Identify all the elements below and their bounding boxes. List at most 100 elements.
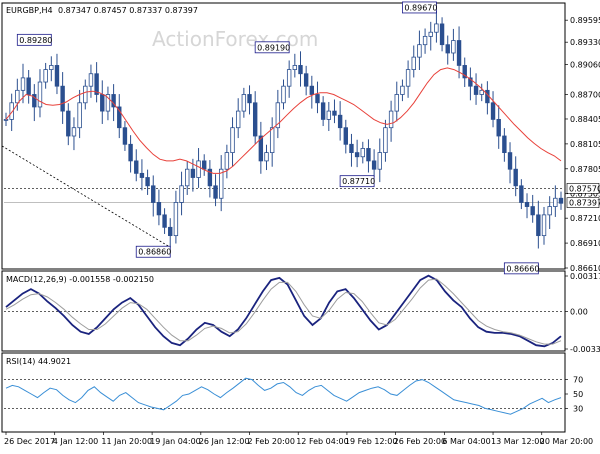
candle-body	[162, 214, 167, 228]
x-axis-label: 20 Mar 20:00	[540, 437, 593, 446]
annotation-label: 0.87710	[342, 177, 375, 186]
candle-body	[179, 185, 184, 203]
price-axis-label: 0.88405	[570, 115, 600, 124]
candle-body	[83, 85, 88, 104]
x-axis-label: 13 Mar 12:00	[491, 437, 544, 446]
candle-body	[213, 185, 218, 199]
header-symbol: EURGBP,H4	[6, 6, 53, 15]
candle-body	[468, 77, 473, 87]
resistance-tag: 0.87570	[569, 184, 600, 193]
annotation-box	[402, 1, 437, 14]
macd-layer	[4, 274, 563, 348]
x-axis-label: 2 Feb 20:00	[248, 437, 295, 446]
candle-body	[502, 135, 507, 154]
price-axis-label: 0.87805	[570, 165, 600, 174]
axis-layer: 0.89595 0.89330 0.89060 0.88700 0.88405 0.881…	[4, 16, 600, 446]
price-axis-label: 0.87210	[570, 214, 600, 223]
candle-body	[15, 89, 20, 104]
annotation-label: 0.86860	[138, 248, 171, 257]
header-ohlc: 0.87347 0.87457 0.87337 0.87397	[58, 6, 198, 15]
price-layer: 0.89280 0.86860 0.89190 0.87710 0.89670 0.866…	[1, 1, 564, 275]
annotation-box	[254, 41, 290, 54]
candle-body	[349, 143, 354, 154]
candle-body	[530, 206, 535, 216]
x-axis-label: 12 Feb 04:00	[296, 437, 348, 446]
candle-body	[541, 214, 547, 237]
candle-body	[354, 152, 360, 158]
candle-body	[258, 135, 264, 162]
price-axis-label: 0.87505	[570, 190, 600, 199]
candle-body	[405, 69, 411, 87]
candle-body	[286, 69, 292, 87]
x-axis-label: 26 Dec 2017	[4, 437, 55, 446]
candle-body	[224, 152, 230, 170]
price-axis-label: 0.88105	[570, 140, 600, 149]
x-axis-label: 11 Jan 20:00	[101, 437, 152, 446]
rsi-axis-label: 30	[573, 404, 583, 413]
x-axis-label: 19 Jan 04:00	[150, 437, 201, 446]
candle-body	[173, 202, 179, 237]
rsi-layer	[4, 377, 563, 415]
candle-body	[428, 31, 433, 37]
candle-body	[332, 110, 337, 116]
rsi-label: RSI(14) 44.9021	[6, 357, 71, 366]
candle-body	[377, 152, 382, 170]
trendline	[1, 145, 171, 248]
candle-body	[547, 206, 552, 216]
candle-body	[252, 102, 258, 137]
candle-body	[434, 23, 439, 33]
candle-body	[202, 160, 207, 170]
annotation-label: 0.86660	[506, 264, 539, 273]
candle-body	[281, 85, 286, 104]
candle-body	[524, 202, 530, 207]
rsi-axis-label: 50	[573, 390, 583, 399]
candle-body	[445, 44, 450, 54]
candle-body	[185, 168, 190, 187]
macd-signal-line	[5, 278, 562, 345]
price-axis-label: 0.89595	[570, 16, 600, 25]
candle-body	[558, 197, 564, 204]
candle-body	[303, 73, 309, 87]
candle-body	[343, 127, 348, 145]
x-axis-label: 26 Feb 20:00	[394, 437, 446, 446]
candle-body	[507, 152, 513, 170]
annotation-label: 0.89280	[19, 36, 52, 45]
price-axis-label: 0.89060	[570, 61, 600, 70]
watermark: ActionForex.com	[152, 27, 318, 51]
current-price-tag-box	[566, 197, 600, 208]
resistance-tag-box	[566, 183, 600, 194]
annotation-box	[339, 175, 375, 188]
candle-body	[207, 168, 213, 187]
candle-body	[88, 73, 94, 87]
candle-body	[496, 118, 501, 137]
annotation-box	[135, 245, 171, 258]
candle-body	[60, 85, 65, 112]
candle-body	[54, 65, 60, 87]
candle-body	[9, 102, 14, 120]
candle-body	[190, 168, 196, 178]
annotation-label: 0.89670	[404, 3, 437, 12]
candle-body	[298, 65, 303, 75]
candle-body	[422, 35, 428, 46]
candle-body	[451, 40, 456, 54]
candle-body	[122, 127, 128, 145]
candle-body	[309, 85, 315, 95]
candle-body	[513, 168, 518, 187]
candle-body	[417, 44, 422, 58]
candle-body	[337, 114, 343, 129]
rsi-panel-frame	[1, 352, 566, 433]
candle-body	[411, 56, 416, 70]
macd-macd-line	[5, 274, 562, 348]
candle-body	[20, 77, 26, 91]
candle-body	[371, 160, 377, 170]
annotation-box	[16, 33, 52, 46]
macd-axis-label: -0.003344	[570, 345, 600, 354]
candle-body	[43, 69, 48, 83]
annotation-box	[503, 262, 539, 275]
rsi-line	[5, 377, 562, 415]
candle-body	[394, 94, 399, 112]
candle-body	[134, 160, 139, 174]
candle-body	[151, 185, 156, 203]
candle-body	[100, 94, 105, 112]
